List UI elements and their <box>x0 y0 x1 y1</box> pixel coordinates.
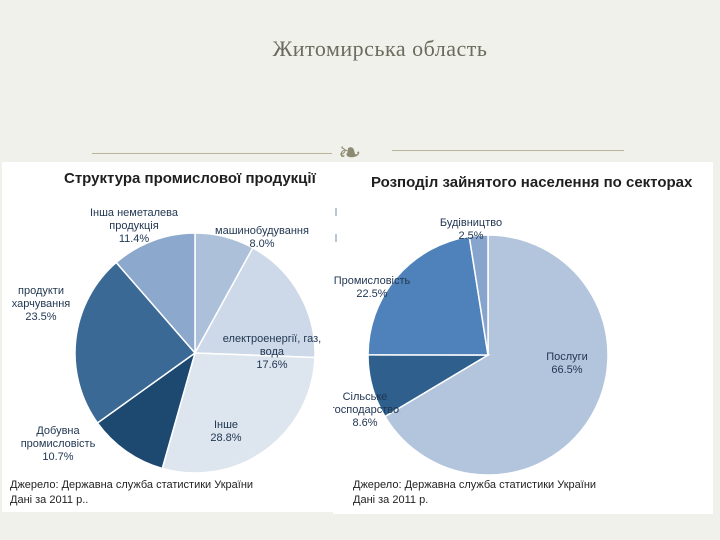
slice-label-energy: електроенергії, газ, вода 17.6% <box>222 333 322 371</box>
industry-pie-chart <box>74 232 316 474</box>
slice-label-services: Послуги 66.5% <box>546 351 588 376</box>
employment-chart-panel: Розподіл зайнятого населення по секторах… <box>333 162 713 514</box>
slide-title: Житомирська область <box>272 36 488 61</box>
chart-title: Структура промислової продукції <box>64 170 316 187</box>
chart-source: Джерело: Державна служба статистики Укра… <box>10 479 254 506</box>
slice-label-construction: Будівництво 2.5% <box>439 217 503 242</box>
slice-label-machinery: машинобудування 8.0% <box>215 225 309 250</box>
slice-label-agriculture: Сільське господарство 8.6% <box>333 391 400 429</box>
chart-source: Джерело: Державна служба статистики Укра… <box>353 479 597 506</box>
divider-line-right <box>392 150 624 151</box>
chart-title: Розподіл зайнятого населення по секторах <box>371 174 693 191</box>
slice-label-food: продукти харчування 23.5% <box>11 285 71 323</box>
slice-label-other: Інше 28.8% <box>210 419 242 444</box>
divider-line-left <box>92 153 332 154</box>
pie-slice-1 <box>383 234 609 476</box>
pie-slice-3 <box>161 352 316 474</box>
divider-mark <box>335 208 337 216</box>
pie-slice-6 <box>115 232 196 356</box>
slice-label-mining: Добувна промисловість 10.7% <box>20 425 96 463</box>
pie-slice-2 <box>193 246 316 359</box>
ornament-icon: ❧ <box>338 136 362 169</box>
pie-slice-4 <box>96 351 197 470</box>
pie-slice-5 <box>74 261 197 424</box>
pie-slice-3 <box>367 235 489 356</box>
slice-label-nonmetal: Інша неметалева продукція 11.4% <box>89 207 179 245</box>
industry-chart-panel: Структура промислової продукції машинобу… <box>2 162 336 512</box>
divider-mark <box>335 234 337 242</box>
pie-slice-4 <box>468 234 489 356</box>
employment-pie-chart <box>367 234 609 476</box>
slice-label-industry: Промисловість 22.5% <box>333 275 411 300</box>
